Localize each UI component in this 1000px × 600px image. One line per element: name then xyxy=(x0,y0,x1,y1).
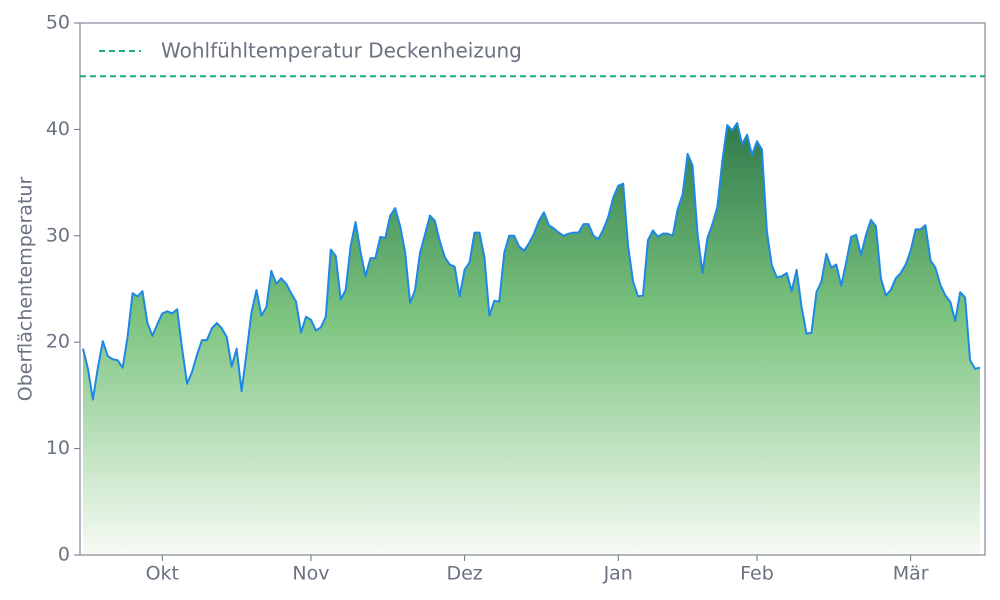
y-tick-label: 50 xyxy=(46,12,70,34)
y-tick-label: 10 xyxy=(46,437,70,459)
x-tick-label: Jan xyxy=(603,563,633,585)
x-tick-label: Nov xyxy=(292,563,329,585)
x-tick-label: Feb xyxy=(740,563,774,585)
y-axis-label: Oberflächentemperatur xyxy=(15,177,37,402)
y-tick-label: 40 xyxy=(46,118,70,140)
x-tick-label: Dez xyxy=(446,563,482,585)
y-tick-label: 30 xyxy=(46,224,70,246)
y-tick-label: 0 xyxy=(58,544,70,566)
plot-frame xyxy=(79,22,986,556)
legend-label: Wohlfühltemperatur Deckenheizung xyxy=(161,39,522,63)
area xyxy=(83,123,980,556)
line xyxy=(82,122,981,401)
x-tick-label: Okt xyxy=(146,563,179,585)
y-tick-label: 20 xyxy=(46,331,70,353)
x-tick-label: Mär xyxy=(893,563,929,585)
